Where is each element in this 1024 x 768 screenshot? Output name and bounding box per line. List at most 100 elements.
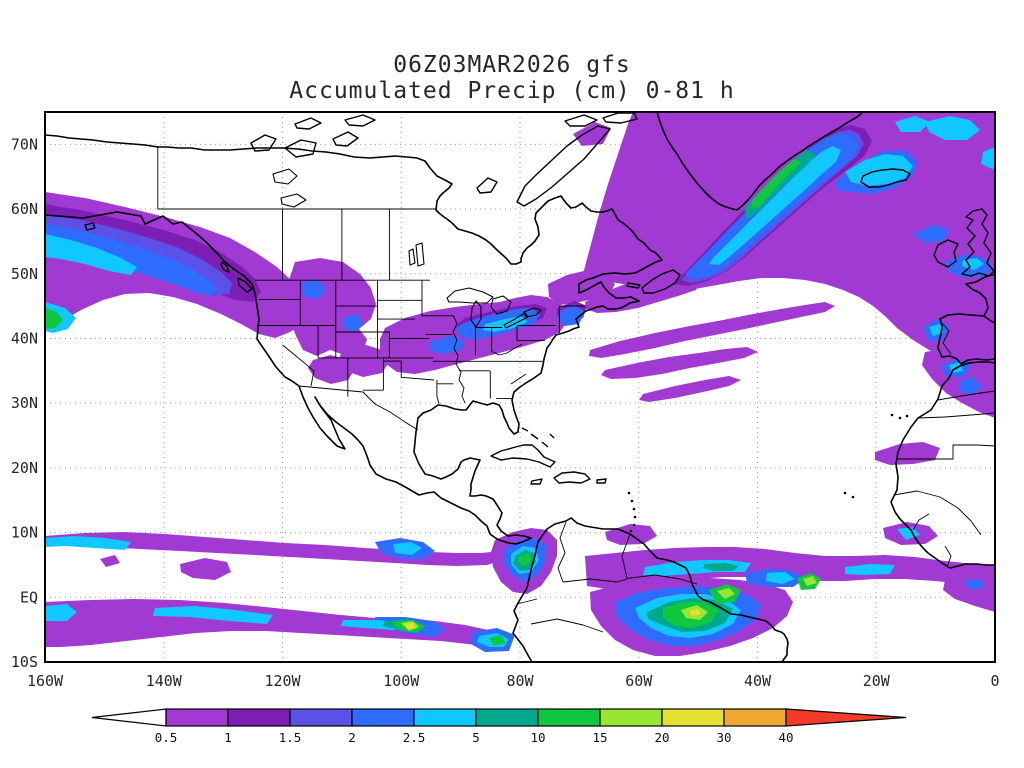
precip-polygon xyxy=(589,302,835,358)
colorbar-cell xyxy=(413,708,477,727)
lon-tick-label: 160W xyxy=(27,672,64,690)
lat-tick-label: 10S xyxy=(11,653,38,671)
precip-polygon xyxy=(981,147,995,170)
colorbar-level-label: 2 xyxy=(348,730,356,745)
lon-tick-label: 80W xyxy=(506,672,534,690)
coastline-baffin-island xyxy=(516,125,611,207)
colorbar-cell xyxy=(289,708,353,727)
colorbar-cell xyxy=(165,708,229,727)
lat-tick-label: 10N xyxy=(11,524,38,542)
lake-winnipegosis xyxy=(408,248,416,266)
coastline-melville-island xyxy=(344,114,376,127)
colorbar-arrow-high xyxy=(785,708,907,727)
coastline-kodiak xyxy=(84,222,96,231)
precip-polygon xyxy=(153,606,273,624)
political-borders xyxy=(157,146,995,633)
lon-tick-label: 0 xyxy=(990,672,999,690)
lon-tick-label: 60W xyxy=(625,672,653,690)
precip-polygon xyxy=(489,635,506,646)
lat-tick-label: 60N xyxy=(11,200,38,218)
precip-polygon xyxy=(601,347,758,379)
colorbar-arrow-low xyxy=(91,708,167,727)
coastline-iberia xyxy=(937,313,995,365)
bahamas-dashes xyxy=(521,427,555,448)
precip-polygon xyxy=(343,314,364,332)
chart-subtitle: Accumulated Precip (cm) 0-81 h xyxy=(289,78,735,104)
coastline-great-britain xyxy=(961,208,995,277)
lat-tick-label: EQ xyxy=(20,588,38,606)
coastline-devon-island xyxy=(564,114,598,127)
colorbar-level-label: 10 xyxy=(530,730,545,745)
colorbar-level-label: 1 xyxy=(224,730,232,745)
lakes xyxy=(272,168,542,329)
lake-michigan xyxy=(470,300,482,328)
precip-polygon xyxy=(100,555,120,567)
lat-tick-label: 70N xyxy=(11,135,38,153)
precip-polygon xyxy=(45,234,137,275)
lon-tick-label: 100W xyxy=(383,672,420,690)
small-island-dots xyxy=(627,413,909,533)
colorbar-cell xyxy=(599,708,663,727)
precip-polygon xyxy=(429,336,465,354)
precip-polygon xyxy=(717,588,735,599)
colorbar-level-label: 5 xyxy=(472,730,480,745)
map-frame xyxy=(44,111,996,663)
coastline-africa-west xyxy=(890,365,995,569)
colorbar-cell xyxy=(227,708,291,727)
lat-tick-label: 40N xyxy=(11,329,38,347)
lon-tick-label: 20W xyxy=(863,672,891,690)
lat-tick-label: 50N xyxy=(11,265,38,283)
precip-polygon xyxy=(573,122,611,146)
border-us-mexico xyxy=(298,385,419,431)
precip-polygon xyxy=(929,324,943,336)
coastline-banks-island xyxy=(250,134,277,152)
coastline-victoria-island xyxy=(284,139,317,158)
lon-tick-label: 120W xyxy=(264,672,301,690)
precip-polygon xyxy=(709,146,841,265)
precip-polygon xyxy=(703,563,739,571)
us-state-borders xyxy=(257,280,585,405)
precip-polygon xyxy=(922,348,995,418)
colorbar-level-label: 0.5 xyxy=(155,730,178,745)
lat-axis-labels: 70N 60N 50N 40N 30N 20N 10N EQ 10S xyxy=(11,135,38,671)
precip-polygon xyxy=(639,376,741,402)
precip-polygon xyxy=(393,542,422,555)
coastline-hispaniola xyxy=(553,471,591,484)
precip-polygon xyxy=(45,604,77,621)
precip-polygon xyxy=(803,576,817,586)
coastline-haida-gwaii xyxy=(220,261,230,273)
precip-polygon xyxy=(895,116,930,132)
colorbar-cell xyxy=(723,708,787,727)
precip-polygon xyxy=(963,579,985,590)
coastline-south-america-west xyxy=(512,541,539,662)
precip-shading xyxy=(45,112,995,656)
lat-tick-label: 30N xyxy=(11,394,38,412)
coastline-vancouver-island xyxy=(237,277,253,293)
coastline-somerset-island xyxy=(332,131,359,147)
precip-polygon xyxy=(962,258,984,270)
great-bear-lake xyxy=(272,168,298,185)
colorbar-cell xyxy=(537,708,601,727)
precip-polygon xyxy=(180,558,231,580)
precip-polygon xyxy=(339,344,389,377)
colorbar-level-label: 15 xyxy=(592,730,607,745)
precip-polygon xyxy=(845,564,895,575)
precip-polygon xyxy=(45,536,131,550)
lake-winnipeg xyxy=(415,242,425,267)
precip-polygon xyxy=(913,225,949,243)
colorbar-cell xyxy=(475,708,539,727)
lon-tick-label: 40W xyxy=(744,672,772,690)
coastline-anticosti xyxy=(626,282,641,289)
lake-huron xyxy=(490,295,512,315)
precip-polygon xyxy=(689,609,701,616)
africa-borders xyxy=(893,390,995,568)
title-block: 06Z03MAR2026 gfs Accumulated Precip (cm)… xyxy=(0,52,1024,104)
coastline-morocco-med xyxy=(959,361,995,367)
precip-polygon xyxy=(875,442,940,465)
colorbar-cell xyxy=(351,708,415,727)
coastline-southampton-island xyxy=(476,177,498,194)
lon-axis-labels: 160W 140W 120W 100W 80W 60W 40W 20W 0 xyxy=(27,672,1000,690)
chart-title: 06Z03MAR2026 gfs xyxy=(393,52,631,78)
